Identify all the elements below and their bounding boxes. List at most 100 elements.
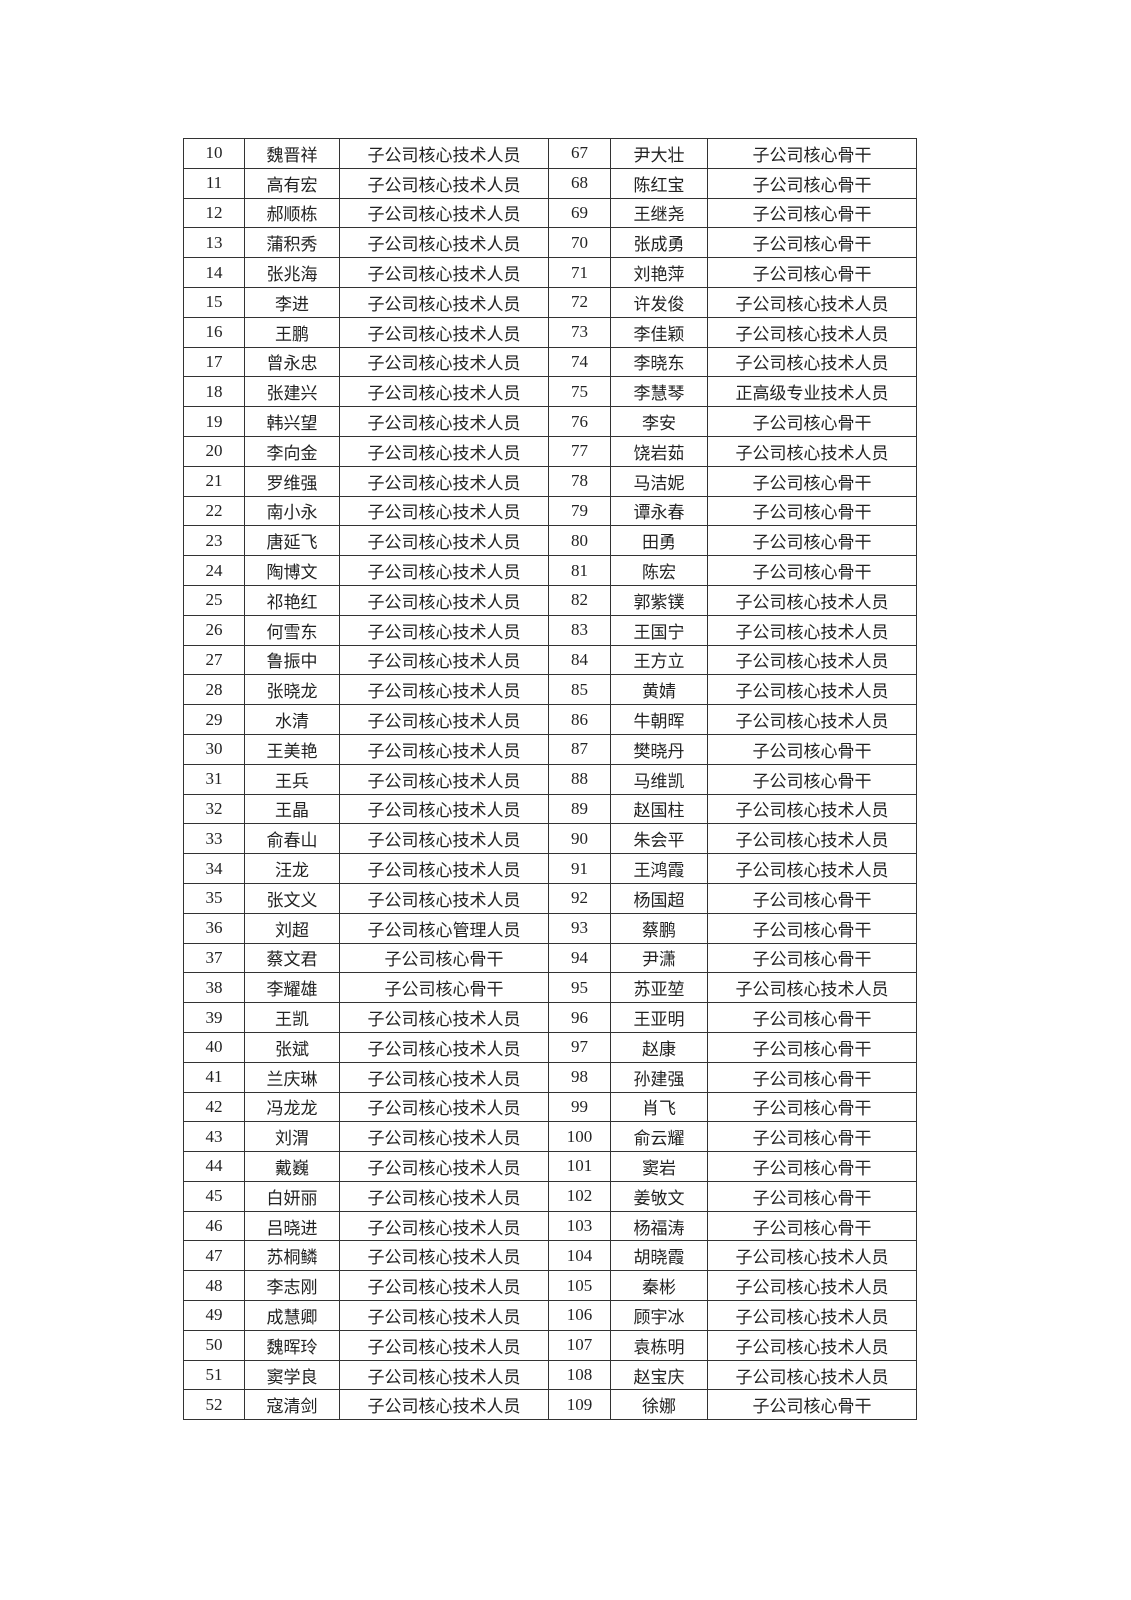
row-number: 83 (548, 614, 611, 646)
person-name: 赵国柱 (610, 793, 708, 825)
table-row: 34 汪龙 子公司核心技术人员 91 王鸿霞 子公司核心技术人员 (183, 853, 917, 884)
row-number: 96 (548, 1002, 611, 1033)
row-number: 91 (548, 853, 611, 884)
row-number: 72 (548, 286, 611, 318)
row-number: 47 (183, 1240, 245, 1272)
person-role: 子公司核心技术人员 (339, 286, 549, 318)
person-role: 子公司核心技术人员 (339, 495, 549, 527)
table-row: 15 李进 子公司核心技术人员 72 许发俊 子公司核心技术人员 (183, 286, 917, 318)
person-name: 成慧卿 (244, 1300, 340, 1331)
person-role: 子公司核心技术人员 (339, 257, 549, 288)
person-role: 子公司核心技术人员 (339, 1002, 549, 1033)
person-role: 子公司核心技术人员 (339, 376, 549, 408)
row-number: 26 (183, 614, 245, 646)
person-role: 子公司核心技术人员 (339, 853, 549, 884)
table-row: 24 陶博文 子公司核心技术人员 81 陈宏 子公司核心骨干 (183, 555, 917, 586)
person-role: 子公司核心技术人员 (339, 138, 549, 169)
row-number: 16 (183, 316, 245, 348)
person-name: 王国宁 (610, 614, 708, 646)
row-number: 29 (183, 704, 245, 735)
row-number: 13 (183, 227, 245, 259)
table-row: 33 俞春山 子公司核心技术人员 90 朱会平 子公司核心技术人员 (183, 823, 917, 855)
person-role: 子公司核心技术人员 (707, 972, 917, 1004)
person-name: 窦学良 (244, 1359, 340, 1391)
row-number: 18 (183, 376, 245, 408)
person-role: 子公司核心技术人员 (707, 1300, 917, 1331)
row-number: 42 (183, 1091, 245, 1123)
row-number: 52 (183, 1389, 245, 1421)
person-role: 子公司核心骨干 (707, 942, 917, 974)
person-role: 子公司核心技术人员 (339, 763, 549, 795)
table-row: 38 李耀雄 子公司核心骨干 95 苏亚堃 子公司核心技术人员 (183, 972, 917, 1004)
person-role: 子公司核心骨干 (707, 465, 917, 497)
person-role: 子公司核心骨干 (707, 1151, 917, 1182)
row-number: 80 (548, 525, 611, 557)
person-role: 子公司核心技术人员 (707, 286, 917, 318)
row-number: 106 (548, 1300, 611, 1331)
person-role: 子公司核心技术人员 (707, 644, 917, 676)
person-role: 子公司核心技术人员 (707, 584, 917, 616)
person-role: 子公司核心技术人员 (339, 227, 549, 259)
row-number: 108 (548, 1359, 611, 1391)
person-role: 子公司核心技术人员 (339, 614, 549, 646)
table-body: 10 魏晋祥 子公司核心技术人员 67 尹大壮 子公司核心骨干 11 高有宏 子公司核心技术人员… (183, 138, 917, 1421)
person-role: 子公司核心技术人员 (339, 644, 549, 676)
person-name: 陈宏 (610, 555, 708, 586)
table-row: 47 苏桐鳞 子公司核心技术人员 104 胡晓霞 子公司核心技术人员 (183, 1240, 917, 1272)
table-row: 30 王美艳 子公司核心技术人员 87 樊晓丹 子公司核心骨干 (183, 733, 917, 765)
person-role: 子公司核心骨干 (707, 1180, 917, 1212)
person-name: 唐延飞 (244, 525, 340, 557)
row-number: 100 (548, 1121, 611, 1153)
row-number: 44 (183, 1151, 245, 1182)
person-name: 何雪东 (244, 614, 340, 646)
table-row: 12 郝顺栋 子公司核心技术人员 69 王继尧 子公司核心骨干 (183, 197, 917, 229)
person-role: 子公司核心技术人员 (339, 1091, 549, 1123)
person-name: 李进 (244, 286, 340, 318)
row-number: 40 (183, 1031, 245, 1063)
person-name: 孙建强 (610, 1061, 708, 1093)
person-name: 张成勇 (610, 227, 708, 259)
table-row: 35 张文义 子公司核心技术人员 92 杨国超 子公司核心骨干 (183, 882, 917, 914)
table-row: 14 张兆海 子公司核心技术人员 71 刘艳萍 子公司核心骨干 (183, 257, 917, 288)
person-name: 窦岩 (610, 1151, 708, 1182)
table-row: 39 王凯 子公司核心技术人员 96 王亚明 子公司核心骨干 (183, 1002, 917, 1033)
person-name: 李耀雄 (244, 972, 340, 1004)
row-number: 35 (183, 882, 245, 914)
person-role: 子公司核心骨干 (707, 1002, 917, 1033)
person-role: 子公司核心技术人员 (339, 584, 549, 616)
table-row: 40 张斌 子公司核心技术人员 97 赵康 子公司核心骨干 (183, 1031, 917, 1063)
person-role: 子公司核心技术人员 (339, 555, 549, 586)
person-name: 罗维强 (244, 465, 340, 497)
person-name: 顾宇冰 (610, 1300, 708, 1331)
person-role: 子公司核心技术人员 (339, 674, 549, 706)
person-name: 胡晓霞 (610, 1240, 708, 1272)
person-role: 子公司核心骨干 (707, 197, 917, 229)
person-role: 子公司核心技术人员 (339, 1270, 549, 1302)
row-number: 94 (548, 942, 611, 974)
person-name: 王鸿霞 (610, 853, 708, 884)
row-number: 23 (183, 525, 245, 557)
person-name: 牛朝晖 (610, 704, 708, 735)
person-role: 子公司核心技术人员 (707, 614, 917, 646)
table-row: 42 冯龙龙 子公司核心技术人员 99 肖飞 子公司核心骨干 (183, 1091, 917, 1123)
row-number: 69 (548, 197, 611, 229)
person-name: 姜敂文 (610, 1180, 708, 1212)
person-name: 李安 (610, 406, 708, 437)
person-role: 子公司核心技术人员 (339, 882, 549, 914)
person-name: 南小永 (244, 495, 340, 527)
person-role: 子公司核心技术人员 (707, 793, 917, 825)
person-role: 子公司核心技术人员 (707, 853, 917, 884)
row-number: 28 (183, 674, 245, 706)
person-name: 寇清剑 (244, 1389, 340, 1421)
row-number: 81 (548, 555, 611, 586)
person-role: 子公司核心技术人员 (339, 1389, 549, 1421)
person-name: 谭永春 (610, 495, 708, 527)
table-row: 27 鲁振中 子公司核心技术人员 84 王方立 子公司核心技术人员 (183, 644, 917, 676)
row-number: 86 (548, 704, 611, 735)
person-name: 李佳颖 (610, 316, 708, 348)
person-role: 子公司核心技术人员 (339, 316, 549, 348)
person-name: 刘超 (244, 912, 340, 944)
row-number: 36 (183, 912, 245, 944)
person-role: 子公司核心骨干 (707, 912, 917, 944)
person-role: 子公司核心技术人员 (339, 435, 549, 467)
